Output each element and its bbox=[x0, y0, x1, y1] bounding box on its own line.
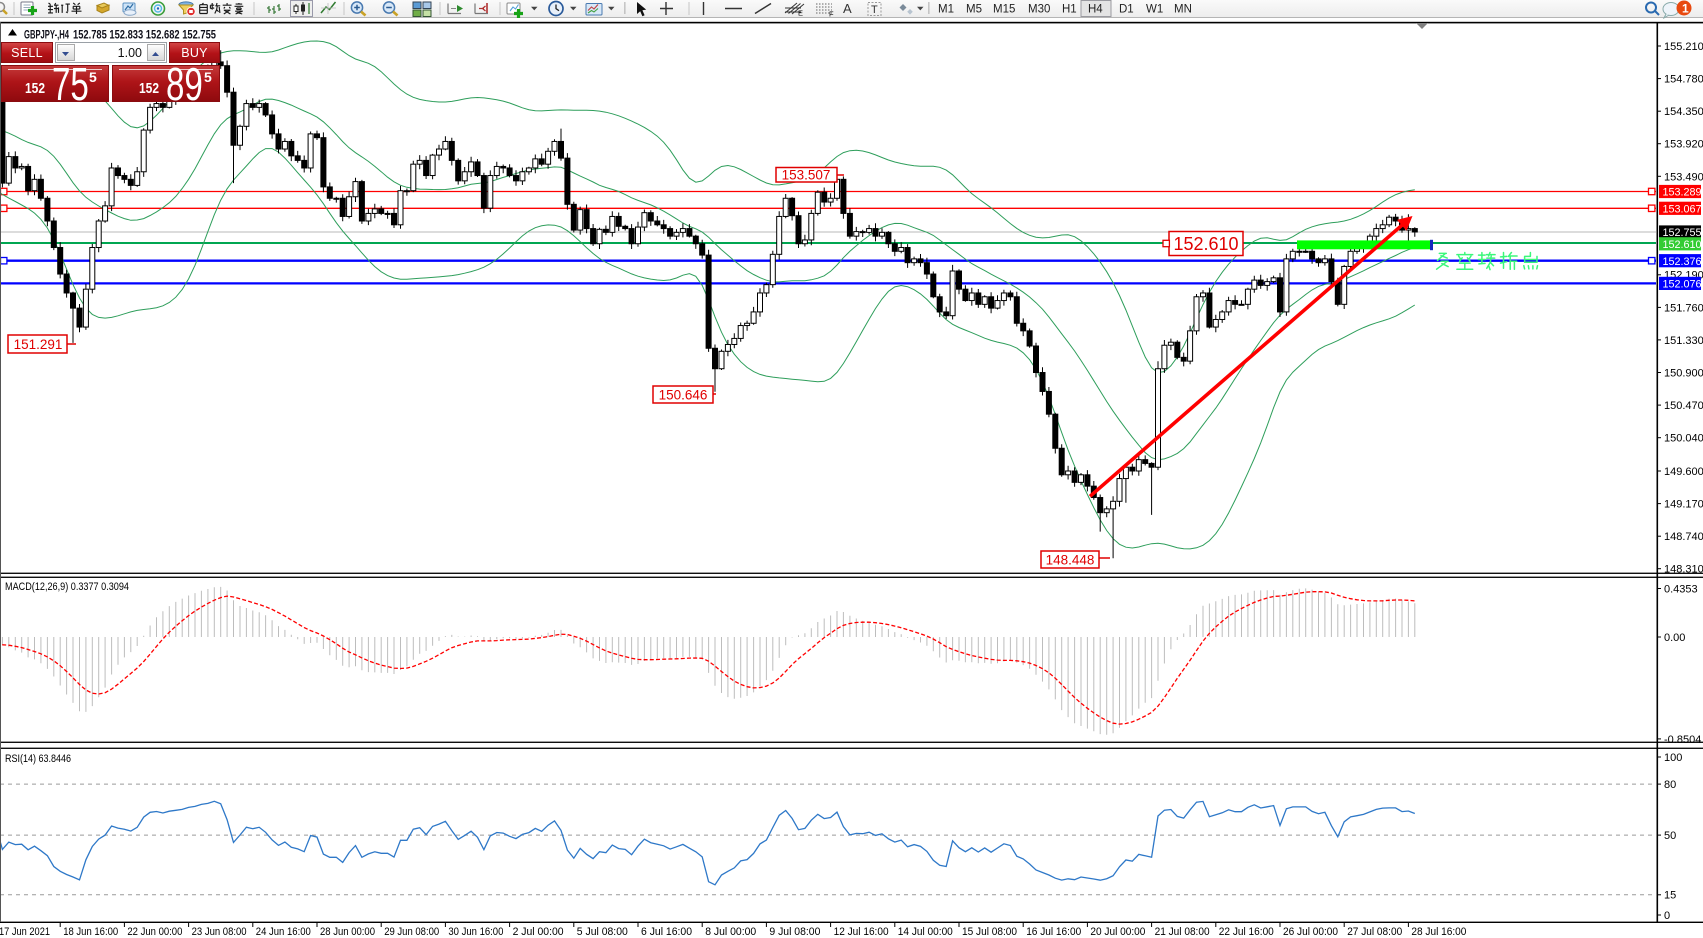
svg-text:18 Jun 16:00: 18 Jun 16:00 bbox=[63, 926, 118, 938]
svg-text:GBPJPY-,H4: GBPJPY-,H4 bbox=[24, 30, 69, 42]
svg-text:E: E bbox=[798, 9, 803, 18]
svg-text:0.00: 0.00 bbox=[1664, 632, 1685, 644]
svg-text:H4: H4 bbox=[1088, 4, 1103, 16]
svg-text:22 Jul 16:00: 22 Jul 16:00 bbox=[1219, 926, 1274, 938]
svg-text:MACD(12,26,9) 0.3377 0.3094: MACD(12,26,9) 0.3377 0.3094 bbox=[5, 581, 129, 593]
svg-text:150.900: 150.900 bbox=[1664, 368, 1703, 380]
svg-text:50: 50 bbox=[1664, 830, 1676, 842]
svg-text:2 Jul 00:00: 2 Jul 00:00 bbox=[513, 926, 564, 938]
svg-text:22 Jun 00:00: 22 Jun 00:00 bbox=[127, 926, 182, 938]
svg-text:-0.8504: -0.8504 bbox=[1664, 734, 1701, 746]
svg-text:150.646: 150.646 bbox=[659, 387, 708, 402]
svg-text:16 Jul 16:00: 16 Jul 16:00 bbox=[1026, 926, 1081, 938]
svg-text:152.610: 152.610 bbox=[1173, 234, 1238, 254]
svg-text:1: 1 bbox=[1682, 2, 1689, 16]
svg-text:29 Jun 08:00: 29 Jun 08:00 bbox=[384, 926, 439, 938]
svg-text:148.310: 148.310 bbox=[1664, 564, 1703, 576]
svg-text:151.330: 151.330 bbox=[1664, 335, 1703, 347]
svg-text:152.610: 152.610 bbox=[1663, 239, 1702, 251]
svg-text:A: A bbox=[843, 1, 852, 16]
svg-text:150.040: 150.040 bbox=[1664, 433, 1703, 445]
svg-text:153.289: 153.289 bbox=[1663, 187, 1702, 199]
svg-text:F: F bbox=[829, 10, 834, 19]
svg-text:100: 100 bbox=[1664, 752, 1682, 764]
svg-text:148.448: 148.448 bbox=[1046, 552, 1095, 567]
svg-text:5 Jul 08:00: 5 Jul 08:00 bbox=[577, 926, 628, 938]
svg-text:27 Jul 08:00: 27 Jul 08:00 bbox=[1347, 926, 1402, 938]
svg-text:RSI(14) 63.8446: RSI(14) 63.8446 bbox=[5, 753, 71, 765]
svg-text:H1: H1 bbox=[1062, 4, 1077, 16]
svg-text:26 Jul 00:00: 26 Jul 00:00 bbox=[1283, 926, 1338, 938]
svg-text:30 Jun 16:00: 30 Jun 16:00 bbox=[448, 926, 503, 938]
svg-text:24 Jun 16:00: 24 Jun 16:00 bbox=[256, 926, 311, 938]
svg-text:12 Jul 16:00: 12 Jul 16:00 bbox=[834, 926, 889, 938]
svg-text:W1: W1 bbox=[1146, 4, 1163, 16]
svg-text:149.600: 149.600 bbox=[1664, 466, 1703, 478]
svg-text:9 Jul 08:00: 9 Jul 08:00 bbox=[769, 926, 820, 938]
svg-text:152.755: 152.755 bbox=[1663, 227, 1702, 239]
svg-text:152.785 152.833 152.682 152.75: 152.785 152.833 152.682 152.755 bbox=[73, 30, 216, 42]
svg-text:0: 0 bbox=[1664, 910, 1670, 922]
svg-text:154.350: 154.350 bbox=[1664, 106, 1703, 118]
svg-text:14 Jul 00:00: 14 Jul 00:00 bbox=[898, 926, 953, 938]
svg-text:151.760: 151.760 bbox=[1664, 302, 1703, 314]
svg-text:153.067: 153.067 bbox=[1663, 203, 1702, 215]
svg-text:28 Jul 16:00: 28 Jul 16:00 bbox=[1411, 926, 1466, 938]
svg-text:149.170: 149.170 bbox=[1664, 499, 1703, 511]
svg-text:148.740: 148.740 bbox=[1664, 531, 1703, 543]
svg-text:6 Jul 16:00: 6 Jul 16:00 bbox=[641, 926, 692, 938]
svg-text:23 Jun 08:00: 23 Jun 08:00 bbox=[192, 926, 247, 938]
svg-text:151.291: 151.291 bbox=[14, 337, 63, 352]
svg-text:MN: MN bbox=[1174, 4, 1192, 16]
svg-text:153.490: 153.490 bbox=[1664, 171, 1703, 183]
svg-text:21 Jul 08:00: 21 Jul 08:00 bbox=[1155, 926, 1210, 938]
svg-text:M15: M15 bbox=[993, 4, 1015, 16]
svg-text:152.376: 152.376 bbox=[1663, 256, 1702, 268]
svg-text:20 Jul 00:00: 20 Jul 00:00 bbox=[1090, 926, 1145, 938]
svg-text:15: 15 bbox=[1664, 890, 1676, 902]
svg-text:154.780: 154.780 bbox=[1664, 74, 1703, 86]
svg-text:80: 80 bbox=[1664, 779, 1676, 791]
svg-text:17 Jun 2021: 17 Jun 2021 bbox=[0, 926, 50, 938]
svg-text:155.210: 155.210 bbox=[1664, 41, 1703, 53]
svg-text:T: T bbox=[871, 4, 878, 16]
svg-text:D1: D1 bbox=[1119, 4, 1134, 16]
svg-text:28 Jun 00:00: 28 Jun 00:00 bbox=[320, 926, 375, 938]
svg-text:M1: M1 bbox=[938, 4, 954, 16]
svg-text:M5: M5 bbox=[966, 4, 982, 16]
svg-text:153.507: 153.507 bbox=[782, 168, 831, 183]
svg-text:152.076: 152.076 bbox=[1663, 279, 1702, 291]
svg-text:150.470: 150.470 bbox=[1664, 400, 1703, 412]
svg-text:0.4353: 0.4353 bbox=[1664, 584, 1698, 596]
svg-text:M30: M30 bbox=[1028, 4, 1050, 16]
svg-text:8 Jul 00:00: 8 Jul 00:00 bbox=[705, 926, 756, 938]
svg-text:15 Jul 08:00: 15 Jul 08:00 bbox=[962, 926, 1017, 938]
svg-text:153.920: 153.920 bbox=[1664, 139, 1703, 151]
